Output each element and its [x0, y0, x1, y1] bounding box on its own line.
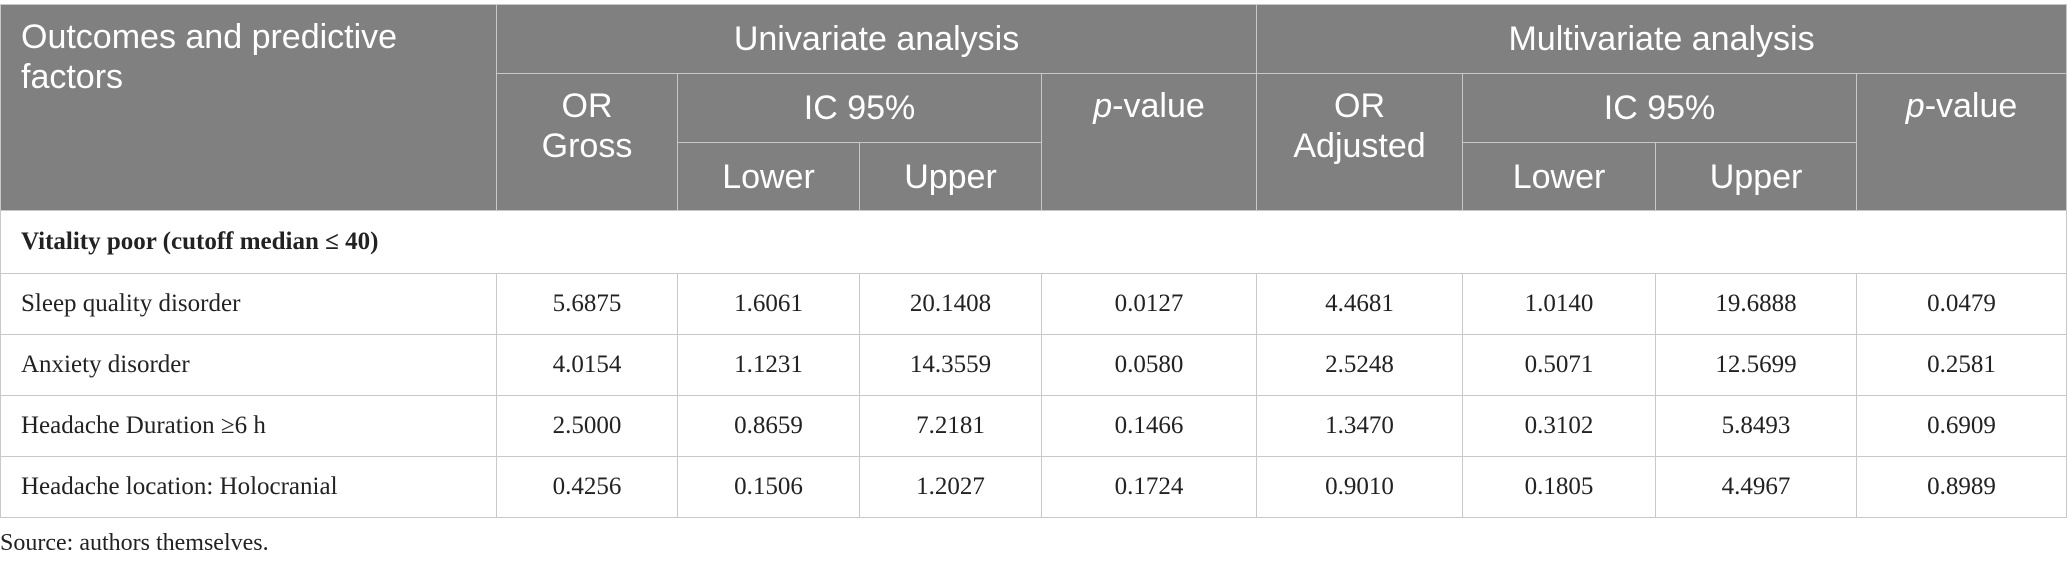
header-pvalue-italic: p — [1905, 87, 1925, 125]
cell-multi-pvalue: 0.8989 — [1856, 456, 2067, 518]
cell-multi-lower: 0.1805 — [1462, 456, 1657, 518]
cell-uni-pvalue: 0.0127 — [1040, 273, 1258, 335]
header-or-adjusted: OR Adjusted — [1256, 73, 1464, 211]
section-row: Vitality poor (cutoff median ≤ 40) — [0, 210, 2067, 274]
header-ic95-univariate: IC 95% — [677, 73, 1042, 143]
cell-or-adjusted: 1.3470 — [1256, 395, 1464, 457]
cell-uni-upper: 20.1408 — [859, 273, 1042, 335]
header-outcomes-factors: Outcomes and predictive factors — [0, 4, 497, 211]
cell-or-adjusted: 0.9010 — [1256, 456, 1464, 518]
header-pvalue-italic: p — [1093, 87, 1113, 125]
header-or-adjusted-line1: OR — [1334, 87, 1386, 125]
table-header: Outcomes and predictive factors Univaria… — [0, 4, 2067, 211]
cell-multi-upper: 4.4967 — [1655, 456, 1858, 518]
results-table: Outcomes and predictive factors Univaria… — [0, 4, 2067, 518]
header-lower-multivariate: Lower — [1462, 142, 1657, 211]
cell-or-gross: 0.4256 — [496, 456, 678, 518]
row-label: Headache Duration ≥6 h — [0, 395, 497, 457]
header-pvalue-multivariate: p-value — [1856, 73, 2067, 211]
cell-uni-upper: 1.2027 — [859, 456, 1042, 518]
cell-uni-pvalue: 0.1466 — [1040, 395, 1258, 457]
table-row: Headache location: Holocranial 0.4256 0.… — [0, 456, 2067, 518]
cell-multi-lower: 0.3102 — [1462, 395, 1657, 457]
source-note: Source: authors themselves. — [0, 530, 269, 556]
table-row: Headache Duration ≥6 h 2.5000 0.8659 7.2… — [0, 395, 2067, 457]
cell-uni-lower: 1.1231 — [677, 334, 860, 396]
cell-or-adjusted: 4.4681 — [1256, 273, 1464, 335]
cell-multi-upper: 5.8493 — [1655, 395, 1858, 457]
header-upper-univariate: Upper — [859, 142, 1042, 211]
header-or-gross-line2: Gross — [541, 127, 633, 165]
header-univariate: Univariate analysis — [495, 4, 1258, 74]
table-body: Vitality poor (cutoff median ≤ 40) Sleep… — [0, 210, 2067, 518]
cell-uni-upper: 14.3559 — [859, 334, 1042, 396]
row-label: Headache location: Holocranial — [0, 456, 497, 518]
cell-uni-lower: 0.8659 — [677, 395, 860, 457]
cell-uni-pvalue: 0.0580 — [1040, 334, 1258, 396]
header-pvalue-rest: -value — [1924, 87, 2018, 125]
cell-or-gross: 5.6875 — [496, 273, 678, 335]
cell-multi-lower: 0.5071 — [1462, 334, 1657, 396]
header-pvalue-rest: -value — [1112, 87, 1205, 125]
header-or-adjusted-line2: Adjusted — [1293, 127, 1426, 165]
cell-multi-pvalue: 0.0479 — [1856, 273, 2067, 335]
row-label: Anxiety disorder — [0, 334, 497, 396]
header-lower-univariate: Lower — [677, 142, 860, 211]
header-upper-multivariate: Upper — [1655, 142, 1858, 211]
table-row: Sleep quality disorder 5.6875 1.6061 20.… — [0, 273, 2067, 335]
cell-multi-pvalue: 0.2581 — [1856, 334, 2067, 396]
header-pvalue-univariate: p-value — [1040, 73, 1258, 211]
cell-multi-upper: 19.6888 — [1655, 273, 1858, 335]
cell-uni-lower: 0.1506 — [677, 456, 860, 518]
header-ic95-multivariate: IC 95% — [1462, 73, 1858, 143]
cell-multi-pvalue: 0.6909 — [1856, 395, 2067, 457]
header-or-gross-line1: OR — [561, 87, 613, 125]
section-title: Vitality poor (cutoff median ≤ 40) — [0, 210, 2067, 274]
cell-multi-lower: 1.0140 — [1462, 273, 1657, 335]
cell-uni-lower: 1.6061 — [677, 273, 860, 335]
cell-multi-upper: 12.5699 — [1655, 334, 1858, 396]
row-label: Sleep quality disorder — [0, 273, 497, 335]
table-row: Anxiety disorder 4.0154 1.1231 14.3559 0… — [0, 334, 2067, 396]
cell-or-gross: 2.5000 — [496, 395, 678, 457]
cell-uni-pvalue: 0.1724 — [1040, 456, 1258, 518]
cell-or-gross: 4.0154 — [496, 334, 678, 396]
cell-uni-upper: 7.2181 — [859, 395, 1042, 457]
header-or-gross: OR Gross — [496, 73, 678, 211]
cell-or-adjusted: 2.5248 — [1256, 334, 1464, 396]
header-multivariate: Multivariate analysis — [1256, 4, 2067, 74]
